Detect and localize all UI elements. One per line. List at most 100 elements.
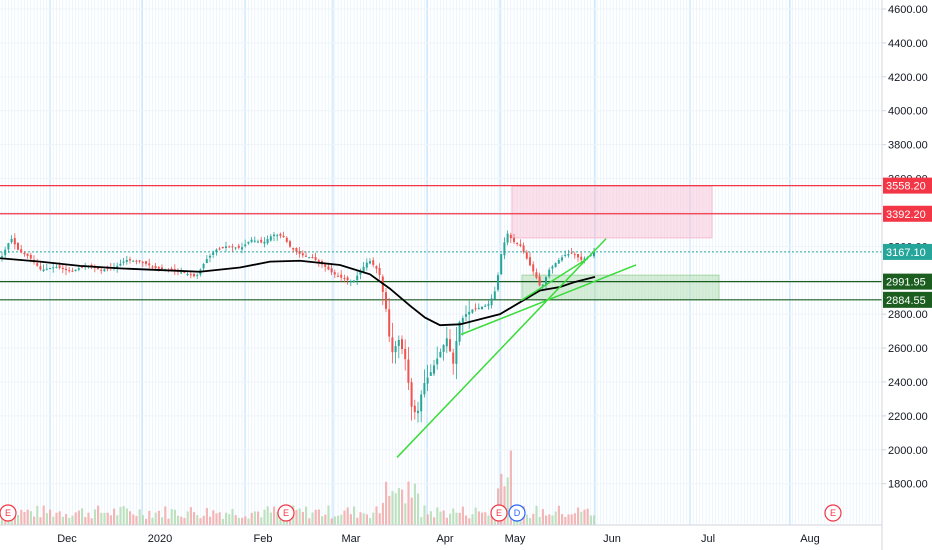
dividend-marker[interactable]: D bbox=[508, 504, 526, 522]
volume-bar bbox=[221, 518, 224, 525]
earnings-marker[interactable]: E bbox=[0, 504, 17, 522]
candle-body bbox=[538, 276, 541, 286]
candle-body bbox=[253, 240, 256, 242]
trendline[interactable] bbox=[520, 257, 589, 302]
volume-bar bbox=[58, 511, 61, 525]
candle-body bbox=[279, 233, 282, 236]
earnings-marker[interactable]: E bbox=[490, 504, 508, 522]
candle-body bbox=[241, 247, 243, 250]
volume-bar bbox=[151, 517, 154, 525]
candle-body bbox=[452, 352, 455, 364]
candle-body bbox=[260, 239, 263, 243]
price-tag-bg bbox=[883, 177, 932, 194]
candle-body bbox=[196, 274, 199, 276]
candle-body bbox=[186, 274, 189, 276]
candle-body bbox=[193, 273, 195, 277]
candle-body bbox=[522, 245, 525, 252]
price-tick-label: 2000.00 bbox=[888, 445, 928, 457]
candle-body bbox=[237, 245, 240, 248]
time-tick-label: May bbox=[505, 533, 526, 545]
volume-bar bbox=[413, 483, 416, 525]
volume-bar bbox=[324, 514, 327, 525]
time-axis[interactable]: Dec 2020 Feb Mar Apr May Jun Jul Aug bbox=[0, 524, 882, 545]
candle-body bbox=[356, 275, 359, 281]
candle-body bbox=[145, 261, 147, 264]
volume-bar bbox=[164, 506, 167, 525]
candle-body bbox=[333, 272, 336, 275]
event-marker-circle bbox=[824, 504, 842, 522]
volume-bar bbox=[260, 517, 263, 525]
price-tag-bg bbox=[883, 205, 932, 222]
candle-body bbox=[71, 270, 74, 272]
resistance-zone[interactable] bbox=[511, 185, 713, 239]
candle-body bbox=[301, 253, 304, 256]
candle-body bbox=[231, 246, 234, 248]
candle-body bbox=[458, 321, 461, 342]
candle-body bbox=[141, 261, 144, 263]
volume-bar bbox=[477, 511, 480, 525]
volume-bar bbox=[52, 516, 55, 525]
volume-bar bbox=[189, 507, 192, 525]
volume-bar bbox=[225, 512, 228, 525]
earnings-marker[interactable]: E bbox=[824, 504, 842, 522]
candle-body bbox=[500, 254, 503, 275]
price-tag-bg bbox=[883, 291, 932, 308]
volume-bar bbox=[93, 509, 96, 525]
moving-average-line bbox=[0, 257, 596, 327]
trendlines[interactable] bbox=[396, 238, 637, 458]
volume-bar bbox=[404, 503, 407, 525]
volume-bar bbox=[490, 511, 493, 525]
volume-bar bbox=[196, 515, 199, 525]
candle-body bbox=[525, 252, 528, 259]
candle-body bbox=[221, 246, 224, 248]
trendline[interactable] bbox=[396, 238, 607, 458]
candle-body bbox=[375, 266, 378, 269]
candle-body bbox=[503, 242, 506, 256]
volume-bar bbox=[407, 481, 410, 525]
candle-body bbox=[484, 305, 487, 307]
candle-body bbox=[372, 260, 375, 265]
volume-bar bbox=[529, 518, 532, 525]
volume-bar bbox=[513, 518, 516, 525]
volume-bar bbox=[263, 509, 266, 525]
candle-body bbox=[449, 339, 451, 352]
candle-body bbox=[52, 267, 55, 269]
candle-body bbox=[26, 253, 29, 256]
moving-average bbox=[0, 257, 596, 327]
candle-body bbox=[125, 260, 128, 262]
volume-bar bbox=[295, 509, 298, 525]
volume-bar bbox=[541, 509, 544, 525]
horizontal-levels[interactable] bbox=[0, 185, 882, 301]
time-tick-label: Feb bbox=[254, 533, 273, 545]
volume-bar bbox=[410, 497, 413, 525]
candle-body bbox=[74, 269, 77, 272]
volume-bar bbox=[372, 512, 375, 525]
volume-bar bbox=[234, 515, 237, 525]
volume-bar bbox=[17, 515, 20, 525]
trendline[interactable] bbox=[460, 264, 637, 336]
candle-body bbox=[132, 260, 135, 262]
price-tag-bg bbox=[883, 273, 932, 290]
volume-bar bbox=[548, 514, 551, 525]
candle-body bbox=[580, 256, 583, 260]
time-tick-label: 2020 bbox=[148, 533, 172, 545]
candle-body bbox=[554, 263, 557, 268]
volume-bar bbox=[273, 506, 276, 525]
candle-body bbox=[42, 269, 45, 271]
volume-bar bbox=[449, 513, 452, 525]
candle-body bbox=[433, 365, 435, 374]
candle-body bbox=[346, 277, 349, 281]
volume-bar bbox=[244, 516, 247, 525]
volume-bar bbox=[71, 515, 74, 525]
price-tags: 3558.20 3392.20 2991.95 2884.55 3167.10 bbox=[883, 177, 932, 308]
volume-bar bbox=[106, 512, 109, 525]
earnings-marker[interactable]: E bbox=[277, 504, 295, 522]
volume-bar bbox=[42, 505, 45, 525]
volume-bar bbox=[375, 506, 378, 525]
volume-bar bbox=[577, 507, 580, 525]
candle-body bbox=[13, 238, 16, 245]
event-marker-label: D bbox=[514, 508, 521, 518]
volume-bar bbox=[429, 511, 432, 525]
